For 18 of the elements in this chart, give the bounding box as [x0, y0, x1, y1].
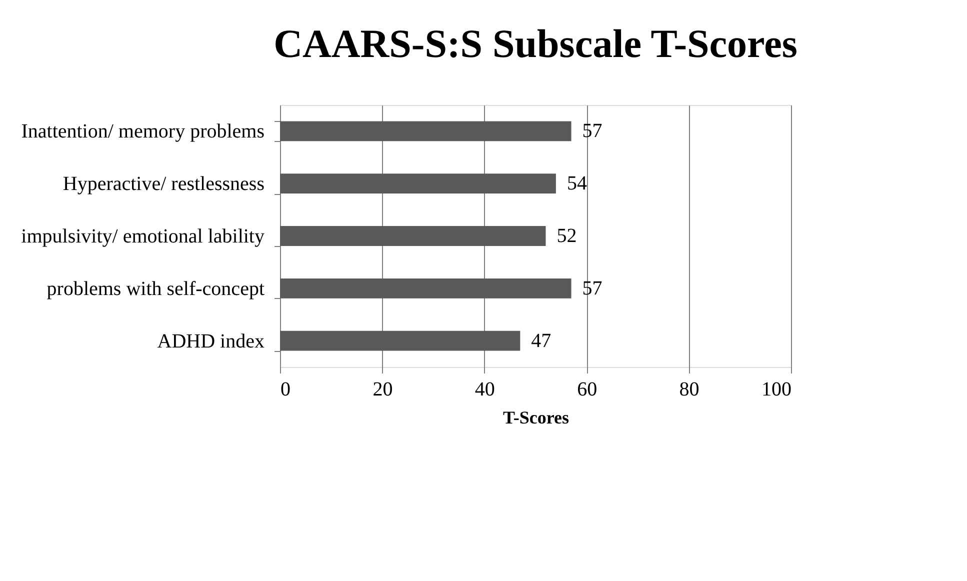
y-tick-label: Hyperactive/ restlessness — [62, 173, 265, 196]
y-tick-label: impulsivity/ emotional lability — [21, 226, 264, 248]
y-tick-label: Inattention/ memory problems — [21, 120, 265, 143]
chart-title: CAARS-S:S Subscale T-Scores — [274, 21, 798, 66]
data-label: 57 — [582, 277, 602, 300]
x-tick-label: 100 — [762, 378, 792, 400]
x-tick-label: 40 — [474, 378, 495, 400]
x-axis-title: T-Scores — [502, 408, 570, 428]
data-label: 54 — [566, 172, 587, 195]
data-label: 47 — [531, 330, 552, 352]
x-tick-label: 20 — [372, 378, 393, 400]
x-tick-label: 60 — [577, 378, 598, 400]
y-tick-label: problems with self-concept — [46, 278, 265, 300]
x-tick-label: 80 — [679, 378, 700, 400]
data-label: 57 — [582, 120, 602, 142]
y-tick-label: ADHD index — [157, 330, 264, 352]
x-tick-label: 0 — [280, 378, 290, 400]
data-label: 52 — [556, 225, 577, 247]
